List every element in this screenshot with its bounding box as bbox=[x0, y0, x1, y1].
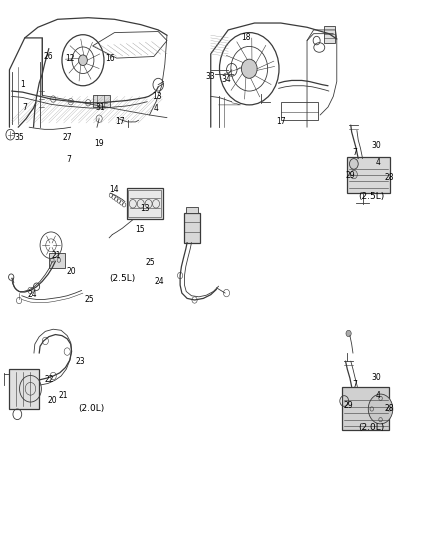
Text: 15: 15 bbox=[135, 225, 145, 234]
Text: 30: 30 bbox=[371, 373, 380, 382]
Text: 34: 34 bbox=[221, 75, 230, 84]
Bar bbox=[92, 95, 110, 107]
Text: 17: 17 bbox=[115, 117, 124, 126]
Text: 23: 23 bbox=[75, 357, 85, 366]
Text: 18: 18 bbox=[240, 34, 250, 43]
Text: 29: 29 bbox=[344, 171, 354, 180]
Bar bbox=[341, 386, 389, 430]
Text: (2.0L): (2.0L) bbox=[358, 423, 384, 432]
Text: 14: 14 bbox=[109, 185, 118, 194]
Text: 33: 33 bbox=[205, 71, 215, 80]
Text: 31: 31 bbox=[95, 102, 105, 111]
Text: 21: 21 bbox=[52, 252, 61, 260]
Circle shape bbox=[367, 394, 392, 424]
Text: 26: 26 bbox=[43, 52, 53, 61]
Text: 24: 24 bbox=[27, 289, 37, 298]
Bar bbox=[127, 188, 162, 219]
Bar bbox=[186, 207, 197, 213]
Text: 13: 13 bbox=[140, 204, 150, 213]
Circle shape bbox=[345, 330, 350, 337]
Text: 17: 17 bbox=[276, 117, 285, 126]
Text: 7: 7 bbox=[22, 102, 27, 111]
Text: (2.5L): (2.5L) bbox=[109, 273, 135, 282]
Bar bbox=[323, 26, 334, 43]
Text: 1: 1 bbox=[20, 80, 25, 89]
Bar bbox=[280, 102, 317, 120]
Bar bbox=[49, 253, 64, 268]
Text: 20: 20 bbox=[67, 268, 76, 276]
Bar bbox=[183, 213, 200, 243]
Text: 30: 30 bbox=[371, 141, 380, 150]
Text: 4: 4 bbox=[153, 104, 158, 113]
Text: 25: 25 bbox=[145, 258, 155, 266]
Text: 19: 19 bbox=[94, 139, 104, 148]
Text: 35: 35 bbox=[14, 133, 24, 142]
Text: 4: 4 bbox=[374, 391, 379, 400]
Text: 25: 25 bbox=[84, 295, 94, 304]
Bar bbox=[10, 369, 39, 409]
Text: 7: 7 bbox=[351, 380, 356, 389]
Circle shape bbox=[78, 55, 87, 66]
Text: 13: 13 bbox=[152, 92, 162, 101]
Text: 24: 24 bbox=[154, 277, 163, 286]
Text: 28: 28 bbox=[384, 405, 393, 414]
Text: 22: 22 bbox=[45, 375, 54, 384]
Text: 20: 20 bbox=[47, 396, 57, 405]
Bar bbox=[346, 157, 389, 193]
Text: 28: 28 bbox=[384, 173, 393, 182]
Text: 7: 7 bbox=[66, 155, 71, 164]
Text: 21: 21 bbox=[58, 391, 67, 400]
Text: (2.5L): (2.5L) bbox=[358, 192, 384, 201]
Text: 16: 16 bbox=[105, 54, 115, 62]
Text: (2.0L): (2.0L) bbox=[78, 405, 105, 414]
Circle shape bbox=[350, 170, 357, 179]
Bar bbox=[128, 190, 160, 216]
Text: 27: 27 bbox=[62, 133, 72, 142]
Text: 12: 12 bbox=[65, 54, 74, 62]
Circle shape bbox=[349, 159, 357, 169]
Text: 7: 7 bbox=[351, 148, 356, 157]
Circle shape bbox=[241, 59, 257, 78]
Text: 29: 29 bbox=[343, 401, 353, 410]
Text: 4: 4 bbox=[374, 158, 379, 167]
